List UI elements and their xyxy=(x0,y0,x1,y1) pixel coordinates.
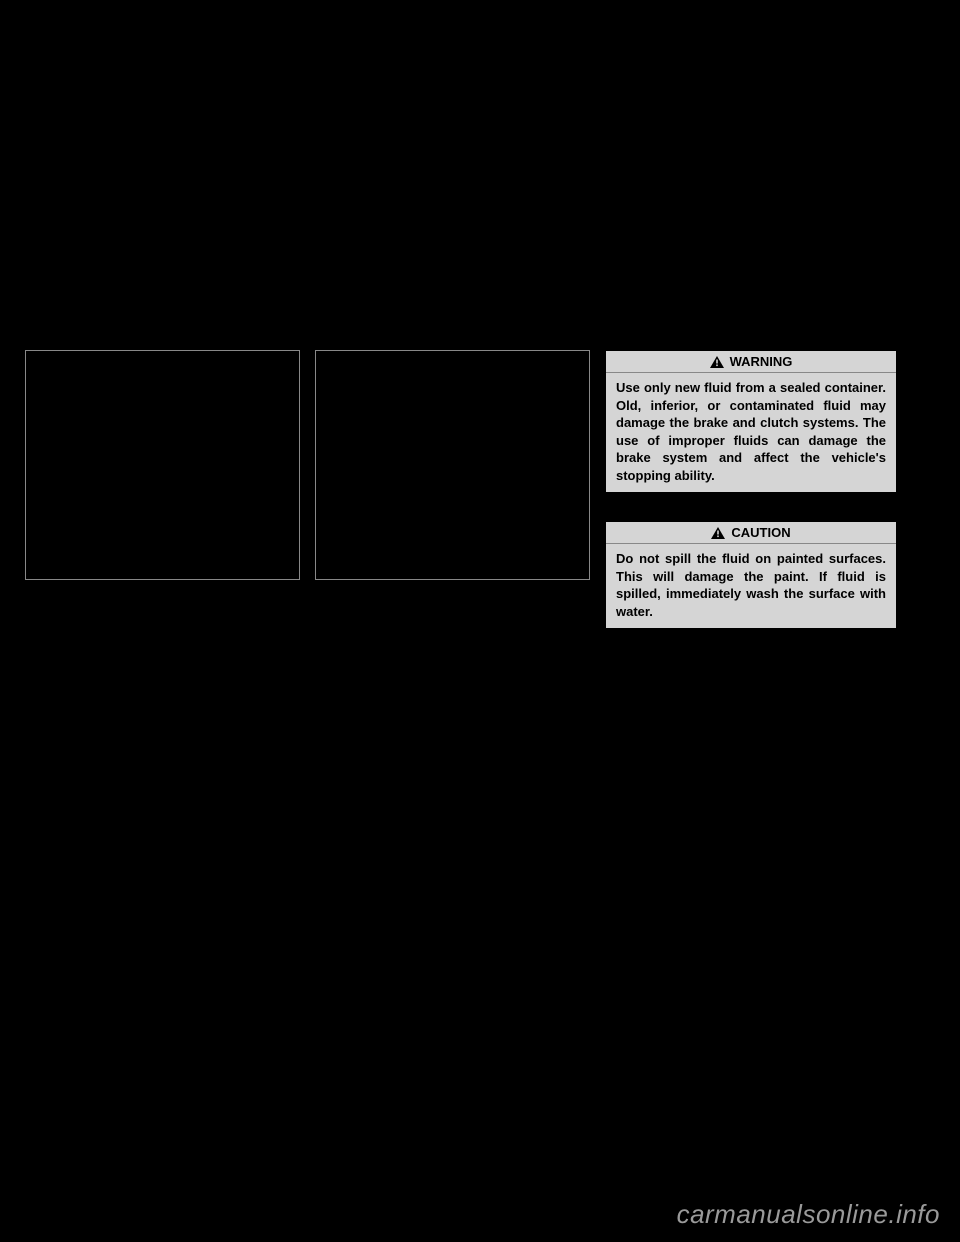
caution-header: CAUTION xyxy=(606,522,896,544)
warning-header-text: WARNING xyxy=(730,354,793,369)
content-row: WARNING Use only new fluid from a sealed… xyxy=(25,350,897,629)
figure-left xyxy=(25,350,300,580)
caution-box: CAUTION Do not spill the fluid on painte… xyxy=(605,521,897,629)
caution-header-text: CAUTION xyxy=(731,525,790,540)
warning-icon xyxy=(710,356,724,368)
warning-body: Use only new fluid from a sealed contain… xyxy=(606,373,896,492)
watermark: carmanualsonline.info xyxy=(677,1199,940,1230)
caution-icon xyxy=(711,527,725,539)
caution-body: Do not spill the fluid on painted surfac… xyxy=(606,544,896,628)
warning-box: WARNING Use only new fluid from a sealed… xyxy=(605,350,897,493)
warning-header: WARNING xyxy=(606,351,896,373)
notice-column: WARNING Use only new fluid from a sealed… xyxy=(605,350,897,629)
figure-right xyxy=(315,350,590,580)
